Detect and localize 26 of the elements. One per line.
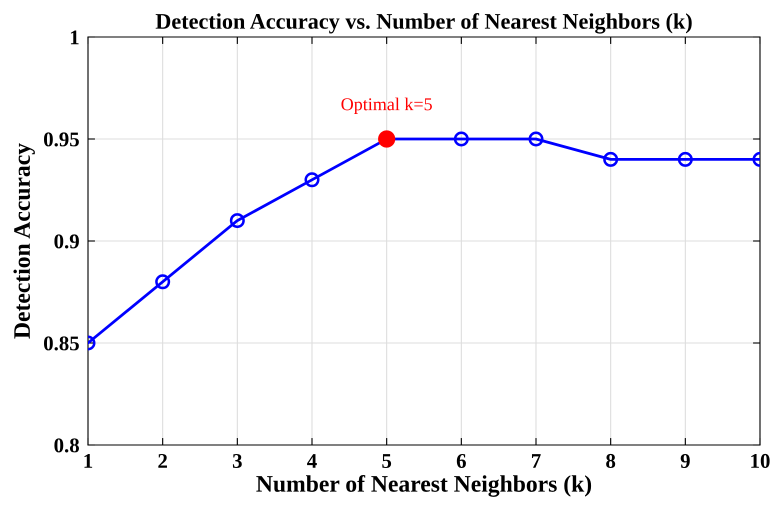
x-tick-label: 3 [232,454,242,468]
y-axis-title: Detection Accuracy [13,143,35,339]
point [304,172,320,188]
x-axis-title: Number of Nearest Neighbors (k) [256,475,592,497]
y-tick-label: 0.8 [54,438,79,453]
y-tick-label: 0.85 [44,336,79,351]
y-tick-label: 1 [70,30,79,44]
x-tick-label: 1 [84,454,92,468]
point [678,152,693,167]
point [454,132,469,146]
chart-title: Detection Accuracy vs. Number of Nearest Neighbors (k) [156,13,692,34]
x-tick-label: 4 [307,454,317,468]
x-tick-label: 6 [456,454,466,468]
x-tick-label: 7 [532,454,541,468]
x-tick-label: 5 [382,454,392,468]
x-tick-label: 9 [680,454,690,468]
point [528,132,544,146]
annotation: Optimal k=5 [341,98,432,114]
x-tick-label: 10 [751,454,770,468]
point [155,274,170,290]
y-tick-label: 0.95 [44,132,79,147]
x-tick-label: 8 [606,454,616,468]
point [230,213,245,228]
y-tick-label: 0.9 [54,234,79,249]
point [603,152,618,167]
x-tick-label: 2 [158,454,167,468]
